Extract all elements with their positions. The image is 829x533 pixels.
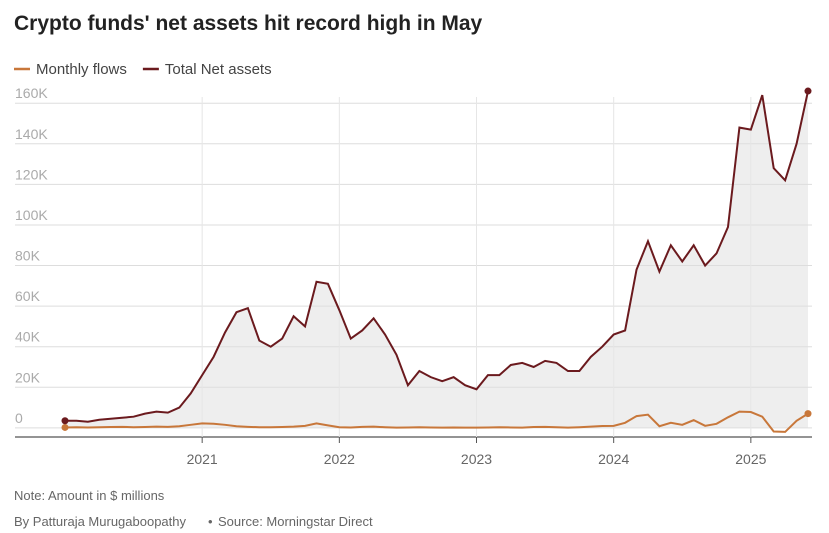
series-line bbox=[64, 410, 809, 433]
separator: • bbox=[208, 514, 213, 529]
y-tick-label: 0 bbox=[15, 410, 23, 426]
y-tick-label: 160K bbox=[15, 85, 48, 101]
y-tick-label: 40K bbox=[15, 329, 41, 345]
end-marker bbox=[61, 423, 69, 431]
x-tick-label: 2021 bbox=[187, 451, 218, 467]
y-tick-label: 140K bbox=[15, 126, 48, 142]
legend-label: Monthly flows bbox=[36, 61, 127, 78]
x-tick-label: 2023 bbox=[461, 451, 492, 467]
x-tick-label: 2025 bbox=[735, 451, 766, 467]
source: Source: Morningstar Direct bbox=[218, 514, 373, 529]
area bbox=[65, 91, 808, 428]
end-marker bbox=[804, 410, 812, 418]
y-tick-label: 20K bbox=[15, 369, 41, 385]
y-tick-label: 80K bbox=[15, 248, 41, 264]
chart-title: Crypto funds' net assets hit record high… bbox=[14, 12, 483, 35]
series-line bbox=[65, 90, 809, 423]
byline: By Patturaja Murugaboopathy bbox=[14, 514, 186, 529]
y-tick-label: 60K bbox=[15, 288, 41, 304]
y-tick-label: 100K bbox=[15, 207, 48, 223]
legend: Monthly flows Total Net assets bbox=[14, 61, 272, 78]
legend-label: Total Net assets bbox=[165, 61, 272, 78]
x-tick-label: 2022 bbox=[324, 451, 355, 467]
end-marker bbox=[804, 87, 812, 95]
note: Note: Amount in $ millions bbox=[14, 488, 165, 503]
x-tick-label: 2024 bbox=[598, 451, 629, 467]
y-tick-label: 120K bbox=[15, 166, 48, 182]
end-marker bbox=[61, 417, 69, 425]
